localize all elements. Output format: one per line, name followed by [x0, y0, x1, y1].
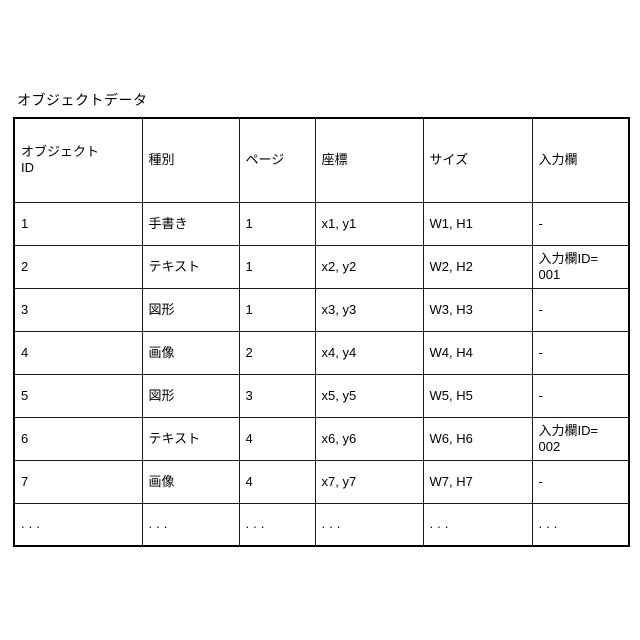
cell-type: 画像: [141, 330, 240, 375]
column-header-type: 種別: [141, 117, 240, 203]
cell-type: ...: [141, 502, 240, 547]
cell-page: 1: [238, 244, 316, 289]
cell-coordinates: x4, y4: [314, 330, 424, 375]
column-header-size: サイズ: [422, 117, 533, 203]
cell-page: 1: [238, 287, 316, 332]
table-row: 3 図形 1 x3, y3 W3, H3 -: [13, 287, 630, 332]
table-row: 5 図形 3 x5, y5 W5, H5 -: [13, 373, 630, 418]
cell-size: W5, H5: [422, 373, 533, 418]
cell-object-id: 2: [13, 244, 143, 289]
table-title: オブジェクトデータ: [17, 92, 148, 108]
cell-coordinates: x5, y5: [314, 373, 424, 418]
header-row: オブジェクト ID 種別 ページ 座標 サイズ 入力欄: [13, 117, 630, 203]
cell-type: 画像: [141, 459, 240, 504]
cell-size: ...: [422, 502, 533, 547]
cell-page: ...: [238, 502, 316, 547]
cell-input-field: 入力欄ID= 002: [531, 416, 630, 461]
cell-size: W4, H4: [422, 330, 533, 375]
column-header-coordinates: 座標: [314, 117, 424, 203]
cell-object-id: 3: [13, 287, 143, 332]
cell-type: テキスト: [141, 244, 240, 289]
cell-coordinates: x2, y2: [314, 244, 424, 289]
cell-input-field: -: [531, 201, 630, 246]
cell-input-field: -: [531, 459, 630, 504]
column-header-page: ページ: [238, 117, 316, 203]
cell-page: 1: [238, 201, 316, 246]
cell-type: 手書き: [141, 201, 240, 246]
cell-input-field: ...: [531, 502, 630, 547]
cell-input-field: -: [531, 330, 630, 375]
cell-size: W7, H7: [422, 459, 533, 504]
cell-coordinates: x6, y6: [314, 416, 424, 461]
cell-size: W3, H3: [422, 287, 533, 332]
table-row: 6 テキスト 4 x6, y6 W6, H6 入力欄ID= 002: [13, 416, 630, 461]
cell-input-field: -: [531, 373, 630, 418]
table-row: 7 画像 4 x7, y7 W7, H7 -: [13, 459, 630, 504]
cell-object-id: 5: [13, 373, 143, 418]
cell-object-id: 1: [13, 201, 143, 246]
object-data-table: オブジェクト ID 種別 ページ 座標 サイズ 入力欄 1 手書き 1 x1, …: [13, 117, 630, 547]
column-header-input-field: 入力欄: [531, 117, 630, 203]
cell-type: 図形: [141, 287, 240, 332]
cell-size: W6, H6: [422, 416, 533, 461]
cell-page: 4: [238, 459, 316, 504]
table-row-ellipsis: ... ... ... ... ... ...: [13, 502, 630, 547]
column-header-object-id: オブジェクト ID: [13, 117, 143, 203]
cell-coordinates: ...: [314, 502, 424, 547]
cell-object-id: 7: [13, 459, 143, 504]
table-row: 1 手書き 1 x1, y1 W1, H1 -: [13, 201, 630, 246]
cell-object-id: ...: [13, 502, 143, 547]
cell-input-field: 入力欄ID= 001: [531, 244, 630, 289]
cell-type: 図形: [141, 373, 240, 418]
cell-size: W1, H1: [422, 201, 533, 246]
cell-type: テキスト: [141, 416, 240, 461]
table-row: 2 テキスト 1 x2, y2 W2, H2 入力欄ID= 001: [13, 244, 630, 289]
cell-input-field: -: [531, 287, 630, 332]
cell-object-id: 6: [13, 416, 143, 461]
cell-size: W2, H2: [422, 244, 533, 289]
cell-page: 2: [238, 330, 316, 375]
cell-coordinates: x1, y1: [314, 201, 424, 246]
cell-page: 3: [238, 373, 316, 418]
cell-page: 4: [238, 416, 316, 461]
cell-object-id: 4: [13, 330, 143, 375]
cell-coordinates: x3, y3: [314, 287, 424, 332]
cell-coordinates: x7, y7: [314, 459, 424, 504]
table-row: 4 画像 2 x4, y4 W4, H4 -: [13, 330, 630, 375]
